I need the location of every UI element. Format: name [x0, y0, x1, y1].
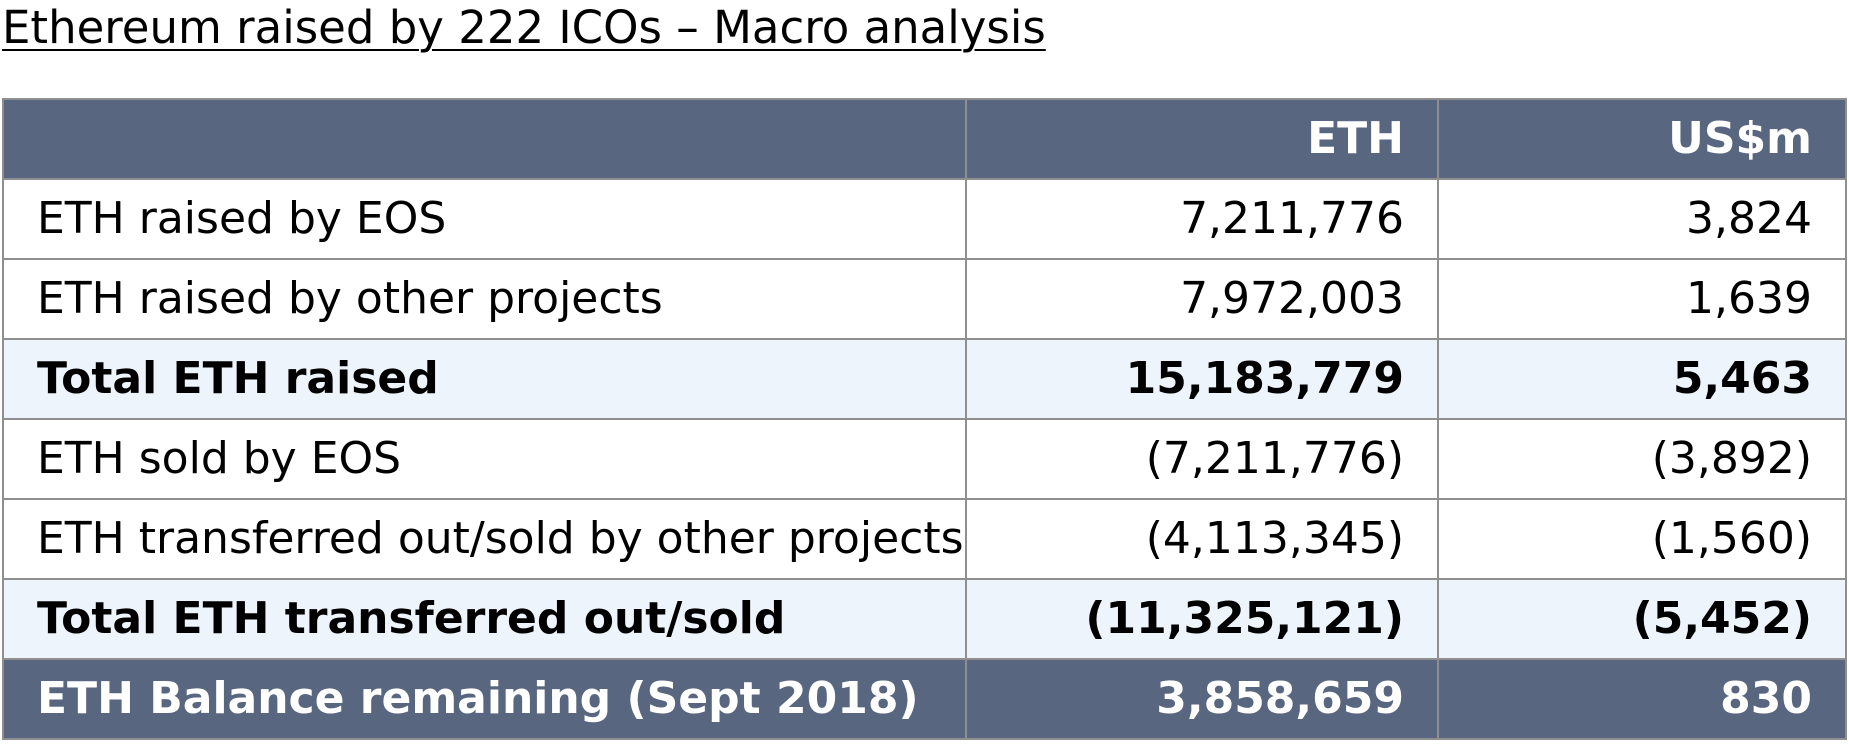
header-label-cell — [2, 98, 967, 180]
balance-row: ETH Balance remaining (Sept 2018) 3,858,… — [2, 658, 1847, 740]
table-header-row: ETH US$m — [2, 98, 1847, 180]
row-usd-value: 3,824 — [1437, 178, 1847, 260]
table-row: ETH raised by other projects 7,972,003 1… — [2, 258, 1847, 340]
row-eth-value: (11,325,121) — [965, 578, 1439, 660]
row-label: Total ETH transferred out/sold — [2, 578, 967, 660]
row-label: ETH raised by other projects — [2, 258, 967, 340]
table-row: ETH sold by EOS (7,211,776) (3,892) — [2, 418, 1847, 500]
row-eth-value: 7,211,776 — [965, 178, 1439, 260]
row-eth-value: 7,972,003 — [965, 258, 1439, 340]
row-usd-value: (3,892) — [1437, 418, 1847, 500]
row-eth-value: 15,183,779 — [965, 338, 1439, 420]
table-row: ETH transferred out/sold by other projec… — [2, 498, 1847, 580]
row-eth-value: 3,858,659 — [965, 658, 1439, 740]
row-eth-value: (4,113,345) — [965, 498, 1439, 580]
eth-summary-table: ETH US$m ETH raised by EOS 7,211,776 3,8… — [2, 98, 1847, 740]
page-title: Ethereum raised by 222 ICOs – Macro anal… — [2, 1, 1046, 54]
row-label: ETH Balance remaining (Sept 2018) — [2, 658, 967, 740]
row-label: Total ETH raised — [2, 338, 967, 420]
row-eth-value: (7,211,776) — [965, 418, 1439, 500]
row-usd-value: 5,463 — [1437, 338, 1847, 420]
table-row: ETH raised by EOS 7,211,776 3,824 — [2, 178, 1847, 260]
total-row-transferred: Total ETH transferred out/sold (11,325,1… — [2, 578, 1847, 660]
row-label: ETH sold by EOS — [2, 418, 967, 500]
row-usd-value: 830 — [1437, 658, 1847, 740]
header-eth: ETH — [965, 98, 1439, 180]
total-row-raised: Total ETH raised 15,183,779 5,463 — [2, 338, 1847, 420]
row-label: ETH transferred out/sold by other projec… — [2, 498, 967, 580]
row-usd-value: 1,639 — [1437, 258, 1847, 340]
header-usd: US$m — [1437, 98, 1847, 180]
row-label: ETH raised by EOS — [2, 178, 967, 260]
row-usd-value: (5,452) — [1437, 578, 1847, 660]
row-usd-value: (1,560) — [1437, 498, 1847, 580]
